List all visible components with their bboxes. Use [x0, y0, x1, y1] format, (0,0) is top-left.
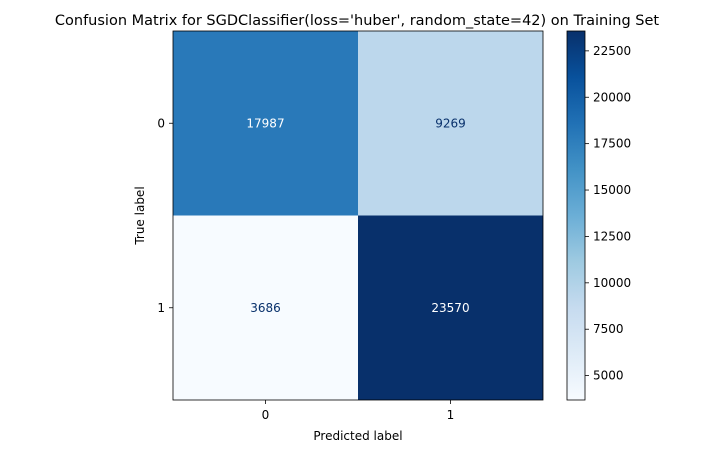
y-tick-label: 0 [157, 116, 165, 130]
colorbar-tick-label: 22500 [593, 44, 631, 58]
colorbar-tick-label: 12500 [593, 229, 631, 243]
x-tick-label: 1 [447, 408, 455, 422]
y-axis-label: True label [133, 186, 147, 245]
matrix-cell-0-0 [173, 31, 358, 216]
colorbar-tick-label: 5000 [593, 369, 624, 383]
matrix-cell-1-1 [358, 215, 543, 400]
cell-value-label: 23570 [431, 301, 469, 315]
y-tick-label: 1 [157, 301, 165, 315]
cell-value-label: 3686 [250, 301, 281, 315]
colorbar-tick-label: 10000 [593, 276, 631, 290]
colorbar [566, 30, 586, 401]
x-axis-label: Predicted label [313, 429, 402, 443]
matrix-cell-0-1 [358, 31, 543, 216]
cell-value-label: 9269 [435, 116, 466, 130]
colorbar-tick-label: 15000 [593, 183, 631, 197]
colorbar-tick-label: 17500 [593, 137, 631, 151]
matrix-cell-1-0 [173, 215, 358, 400]
colorbar-tick-label: 20000 [593, 90, 631, 104]
x-tick-label: 0 [262, 408, 270, 422]
colorbar-tick-label: 7500 [593, 322, 624, 336]
chart-title: Confusion Matrix for SGDClassifier(loss=… [55, 13, 660, 29]
matrix-frame [172, 30, 544, 401]
cell-value-label: 17987 [246, 116, 284, 130]
